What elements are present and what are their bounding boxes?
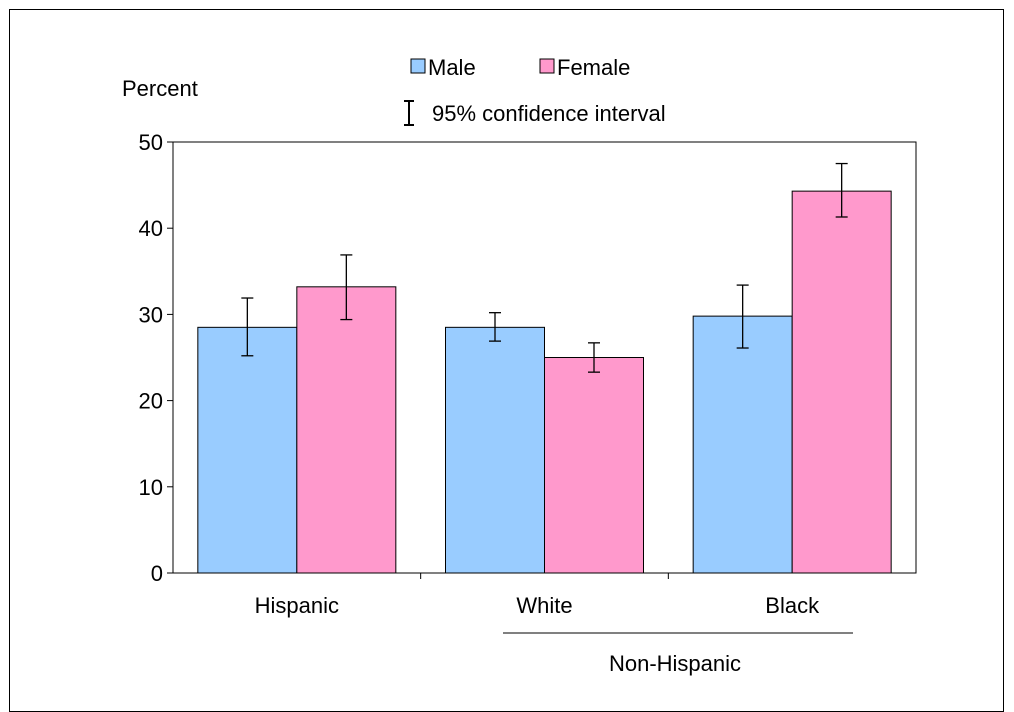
plot-area: 0 10 20 30 40 50 Hispanic White Black <box>139 130 917 618</box>
error-bar-female-black <box>835 162 848 218</box>
category-label-hispanic: Hispanic <box>255 593 339 618</box>
category-label-white: White <box>516 593 572 618</box>
bar-female-hispanic <box>296 286 397 574</box>
error-bar-female-hispanic <box>340 254 353 321</box>
bar-male-black <box>692 315 793 574</box>
y-tick-label-30: 30 <box>139 302 163 327</box>
legend-ci-symbol <box>404 100 414 126</box>
legend: Male Female 95% confidence interval <box>404 55 666 126</box>
error-bar-male-white <box>489 312 501 342</box>
group-label: Non-Hispanic <box>609 651 741 676</box>
bar-male-hispanic <box>197 326 298 574</box>
bar-female-white <box>544 357 644 574</box>
legend-label-male: Male <box>428 55 476 80</box>
error-bar-female-white <box>588 342 600 373</box>
legend-swatch-male <box>410 58 426 74</box>
y-tick-label-20: 20 <box>139 389 163 414</box>
bar-male-white <box>445 326 545 574</box>
y-tick-label-10: 10 <box>139 475 163 500</box>
error-bar-male-black <box>736 284 749 349</box>
y-tick-label-40: 40 <box>139 216 163 241</box>
error-bar-male-hispanic <box>241 297 254 357</box>
bar-female-black <box>791 190 892 574</box>
legend-label-female: Female <box>557 55 630 80</box>
y-axis-label: Percent <box>122 76 198 101</box>
category-label-black: Black <box>765 593 820 618</box>
y-tick-label-50: 50 <box>139 130 163 155</box>
legend-ci-label: 95% confidence interval <box>432 101 666 126</box>
y-tick-label-0: 0 <box>151 561 163 586</box>
legend-swatch-female <box>539 58 555 74</box>
